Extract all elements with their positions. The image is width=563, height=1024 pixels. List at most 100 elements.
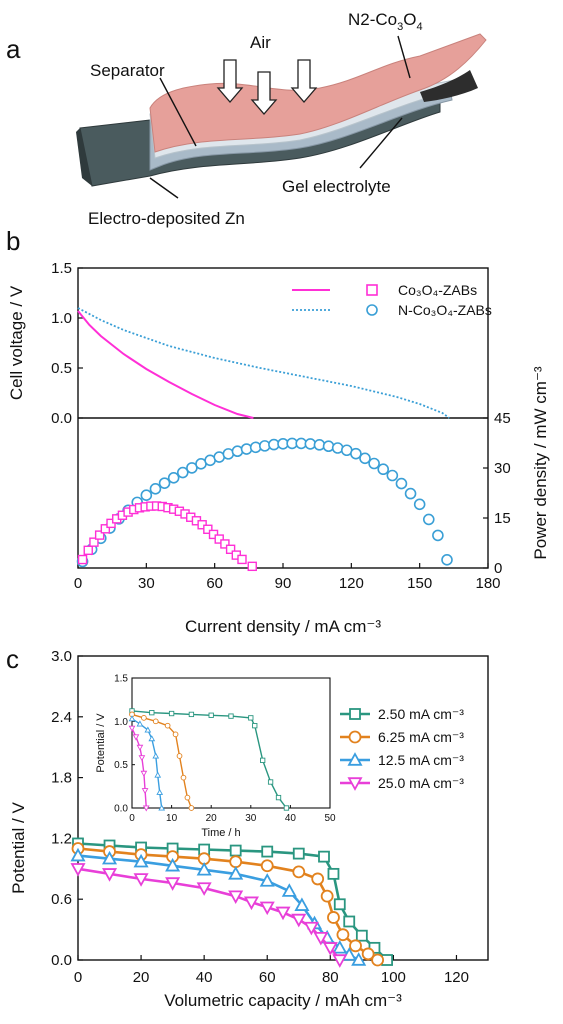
series-point (196, 861, 212, 876)
x-tick-label: 0 (74, 575, 82, 592)
power-point (176, 466, 189, 479)
y-tick-label: 0.5 (51, 360, 72, 377)
series-point (229, 855, 243, 869)
inset-series-point (141, 788, 149, 795)
legend-label: 25.0 mA cm⁻³ (378, 775, 464, 791)
series-point (228, 866, 244, 880)
series-point (361, 947, 375, 961)
series-point (294, 897, 310, 911)
series-point (165, 857, 181, 872)
cathode-label-main: N2-Co (348, 10, 397, 29)
chart-b-bottom: 0 15 30 45 Power density / mW cm⁻³ 0 30 60 90 120… (74, 366, 550, 636)
cathode-label-sub1: 3 (397, 21, 403, 33)
x-tick-label: 50 (324, 813, 336, 824)
series-point (318, 850, 330, 863)
power-point (220, 539, 230, 549)
power-point (359, 452, 371, 465)
series-point (228, 890, 244, 905)
inset-series-point (144, 726, 152, 733)
inset-series-point (158, 804, 166, 811)
cathode-label-sub2: 4 (416, 21, 422, 33)
inset-series-point (128, 715, 136, 722)
legend-marker (347, 752, 363, 766)
inset-series-point (275, 794, 282, 801)
x-tick-label: 40 (285, 813, 297, 824)
inset-series-point (136, 744, 144, 751)
y-tick-label: 2.4 (51, 709, 72, 726)
legend-label: N-Co₃O₄-ZABs (398, 302, 492, 318)
y-tick-label: 1.2 (51, 830, 72, 847)
chart-b-top: 0.5 1.0 1.5 0.0 Cell voltage / V Co₃O₄-ZABs N-… (7, 260, 492, 569)
legend-label: 12.5 mA cm⁻³ (378, 752, 464, 768)
inset-series-point (136, 720, 144, 727)
series-point (165, 877, 181, 891)
cathode-tip (420, 70, 478, 102)
series-point (133, 873, 149, 887)
power-point (237, 554, 247, 565)
air-arrow-2 (250, 71, 278, 115)
y-axis-label: Cell voltage / V (7, 285, 26, 400)
air-arrow-1 (216, 59, 244, 103)
inset-series-point (156, 788, 164, 795)
power-point (432, 529, 444, 542)
inset-series-point (252, 723, 258, 729)
power-point (214, 534, 224, 544)
panel-c-label: c (6, 644, 19, 674)
series-point (327, 911, 340, 924)
inset-series-point (260, 757, 266, 763)
air-arrow-3 (290, 59, 318, 103)
series-point (320, 889, 334, 903)
y-axis-label: Power density / mW cm⁻³ (531, 366, 550, 560)
separator-label: Separator (90, 61, 165, 80)
x-tick-label: 30 (245, 813, 257, 824)
inset-series-point (132, 734, 140, 741)
y-tick-label: 0.0 (51, 952, 72, 969)
x-tick-label: 80 (322, 969, 339, 986)
air-arrows (216, 59, 318, 115)
series-point (133, 853, 149, 868)
x-axis-label: Current density / mA cm⁻³ (185, 617, 381, 636)
legend-label: 2.50 mA cm⁻³ (378, 706, 464, 722)
inset-series-point (180, 774, 187, 781)
separator-pointer (159, 77, 197, 147)
legend-marker (348, 730, 362, 744)
x-tick-label: 20 (133, 969, 150, 986)
inset-series-point (149, 710, 155, 716)
legend-marker (347, 777, 363, 791)
series-point (313, 932, 329, 946)
series-point (259, 901, 275, 916)
inset-series-point (140, 770, 148, 777)
y-tick-label: 1.0 (114, 717, 128, 728)
series-point (261, 845, 274, 858)
y-tick-label: 0 (494, 560, 502, 577)
power-point (94, 530, 105, 540)
y-tick-label: 15 (494, 510, 511, 527)
x-tick-label: 0 (129, 813, 135, 824)
series-point (243, 896, 259, 911)
series-point (259, 873, 275, 887)
x-tick-label: 10 (166, 813, 178, 824)
series-point (229, 844, 242, 857)
series-point (336, 928, 350, 942)
zn-face (76, 128, 92, 186)
power-point (395, 477, 408, 490)
series-point (327, 867, 340, 880)
inset-series-point (267, 779, 274, 785)
series-point (196, 882, 212, 896)
power-point (413, 498, 426, 511)
y-tick-label: 0.5 (114, 760, 128, 771)
power-point (167, 472, 180, 484)
cathode-pointer (397, 35, 411, 79)
inset-series-point (164, 722, 171, 729)
x-tick-label: 60 (206, 575, 223, 592)
inset-series-point (152, 718, 159, 725)
y-tick-label: 1.8 (51, 770, 72, 787)
power-point (368, 457, 380, 470)
inset-series-point (152, 752, 160, 759)
y-axis-label: Potential / V (9, 802, 28, 894)
power-point (140, 489, 153, 502)
y-tick-label: 1.5 (114, 674, 128, 685)
series-point (311, 872, 325, 886)
x-tick-label: 120 (444, 969, 469, 986)
power-point (404, 487, 417, 500)
